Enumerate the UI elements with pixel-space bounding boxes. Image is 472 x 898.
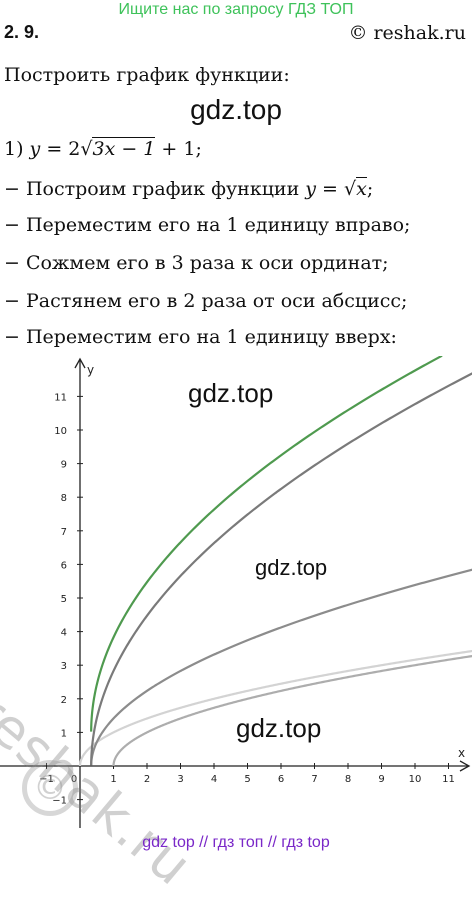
search-banner[interactable]: Ищите нас по запросу ГДЗ ТОП bbox=[0, 1, 472, 19]
y-tick-label: 2 bbox=[61, 695, 67, 706]
source-site: © reshak.ru bbox=[348, 22, 466, 44]
footer-link-gdz-top-mixed[interactable]: гдз top bbox=[281, 834, 329, 851]
x-axis-label: x bbox=[458, 746, 465, 760]
y-tick-label: 11 bbox=[54, 392, 67, 403]
sqrt-sign-icon: √ bbox=[344, 178, 356, 200]
equation-y: y bbox=[30, 138, 41, 160]
x-tick-label: 9 bbox=[378, 774, 384, 785]
step-1-text: − Построим график функции bbox=[4, 178, 305, 200]
equation-prefix: 1) bbox=[4, 138, 30, 160]
footer-separator: // bbox=[195, 834, 213, 851]
y-tick-label: 3 bbox=[61, 661, 67, 672]
series-line-5 bbox=[91, 356, 442, 732]
series-line-1 bbox=[80, 650, 472, 766]
copyright-watermark-icon: © bbox=[22, 760, 78, 816]
series-line-2 bbox=[114, 655, 472, 766]
watermark-gdz-top: gdz.top bbox=[255, 555, 327, 581]
x-tick-label: 7 bbox=[311, 774, 317, 785]
step-5: − Переместим его на 1 единицу вверх: bbox=[4, 326, 397, 348]
y-tick-label: 10 bbox=[54, 426, 67, 437]
y-tick-label: 6 bbox=[61, 560, 67, 571]
y-tick-label: 9 bbox=[61, 460, 67, 471]
footer-links: gdz top // гдз топ // гдз top bbox=[0, 834, 472, 852]
y-tick-label: 8 bbox=[61, 493, 67, 504]
sqrt-sign-icon: √ bbox=[80, 138, 92, 160]
y-axis-label: y bbox=[87, 363, 94, 377]
footer-link-gdz-top-ru[interactable]: гдз топ bbox=[213, 834, 264, 851]
step-4: − Растянем его в 2 раза от оси абсцисс; bbox=[4, 290, 407, 312]
y-tick-label: 7 bbox=[61, 527, 67, 538]
equation: 1) y = 2√3x − 1 + 1; bbox=[4, 138, 202, 160]
equation-suffix: + 1; bbox=[155, 138, 202, 160]
step-1-y: y bbox=[305, 178, 316, 200]
footer-separator: // bbox=[263, 834, 281, 851]
watermark-gdz-top: gdz.top bbox=[236, 713, 321, 744]
x-tick-label: 10 bbox=[409, 774, 422, 785]
x-tick-label: 2 bbox=[144, 774, 150, 785]
equation-eq: = 2 bbox=[40, 138, 80, 160]
x-tick-label: 6 bbox=[278, 774, 284, 785]
x-tick-label: 4 bbox=[211, 774, 217, 785]
x-tick-label: 3 bbox=[177, 774, 183, 785]
x-tick-label: 5 bbox=[244, 774, 250, 785]
watermark-gdz-top: gdz.top bbox=[188, 378, 273, 409]
step-2: − Переместим его на 1 единицу вправо; bbox=[4, 214, 410, 236]
y-tick-label: 4 bbox=[61, 628, 67, 639]
step-1-tail: ; bbox=[367, 178, 373, 200]
task-title: Построить график функции: bbox=[4, 64, 290, 86]
step-3: − Сожмем его в 3 раза к оси ординат; bbox=[4, 252, 389, 274]
step-1: − Построим график функции y = √x; bbox=[4, 178, 373, 200]
step-1-radicand: x bbox=[356, 177, 367, 200]
x-tick-label: 11 bbox=[442, 774, 455, 785]
x-tick-label: 8 bbox=[345, 774, 351, 785]
equation-radicand: 3x − 1 bbox=[92, 137, 155, 160]
step-1-eq: = bbox=[316, 178, 344, 200]
watermark-gdz-top: gdz.top bbox=[0, 94, 472, 126]
footer-link-gdz-top[interactable]: gdz top bbox=[142, 834, 194, 851]
problem-number: 2. 9. bbox=[4, 22, 39, 43]
y-tick-label: 5 bbox=[61, 594, 67, 605]
